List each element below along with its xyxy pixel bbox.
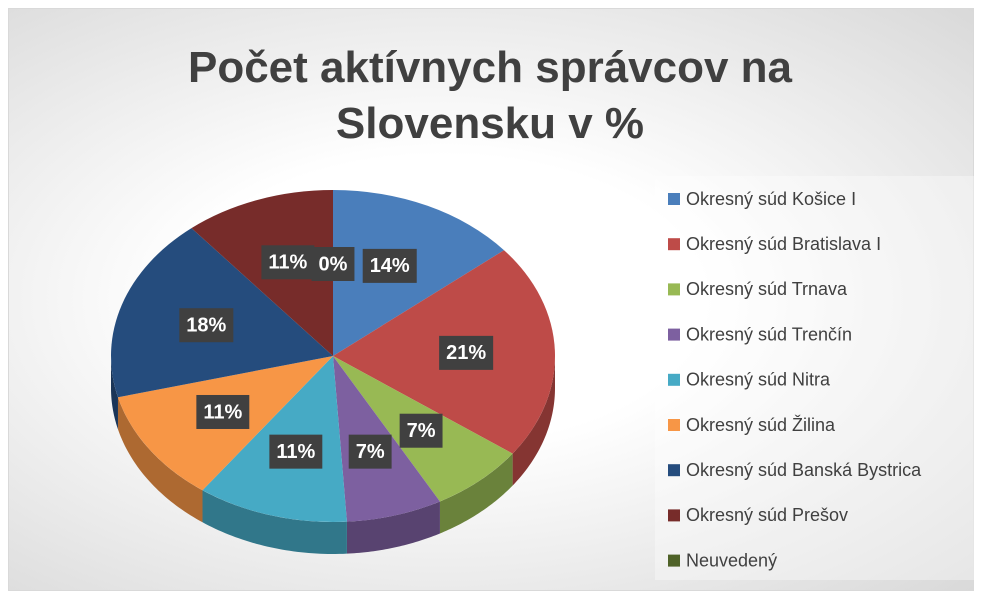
data-label-box bbox=[196, 394, 250, 429]
data-label-text: 11% bbox=[276, 441, 315, 463]
legend-swatch bbox=[668, 464, 680, 477]
data-label: 11% bbox=[261, 245, 315, 280]
chart-title: Počet aktívnych správcov na Slovensku v … bbox=[187, 43, 793, 148]
legend-swatch bbox=[668, 193, 680, 205]
data-label-text: 0% bbox=[319, 253, 348, 275]
pie-side bbox=[346, 501, 440, 554]
pie-side bbox=[439, 453, 513, 534]
legend-label: Okresný súd Banská Bystrica bbox=[686, 460, 922, 480]
legend-swatch bbox=[668, 238, 680, 251]
data-label: 7% bbox=[399, 413, 443, 448]
legend-label: Neuvedený bbox=[686, 550, 777, 570]
data-label-box bbox=[362, 248, 417, 283]
data-label: 11% bbox=[269, 434, 323, 469]
data-label-box bbox=[348, 434, 392, 469]
data-label-box bbox=[179, 308, 234, 343]
pie-side bbox=[512, 356, 555, 486]
data-label-text: 7% bbox=[407, 420, 436, 442]
data-label-text: 11% bbox=[268, 252, 307, 274]
legend-label: Okresný súd Trenčín bbox=[686, 324, 852, 344]
data-label-box bbox=[439, 335, 494, 370]
legend-swatch bbox=[668, 283, 680, 296]
data-label: 0% bbox=[311, 247, 355, 281]
data-label-text: 7% bbox=[356, 441, 385, 463]
pie-side bbox=[202, 490, 347, 554]
legend-label: Okresný súd Bratislava I bbox=[686, 234, 881, 254]
legend-label: Okresný súd Nitra bbox=[686, 370, 831, 390]
data-label: 11% bbox=[196, 394, 250, 429]
pie-side bbox=[117, 397, 203, 523]
legend-swatch bbox=[668, 373, 680, 386]
data-label-text: 21% bbox=[446, 342, 486, 364]
pie-side bbox=[111, 356, 118, 430]
legend-swatch bbox=[668, 509, 680, 522]
legend-box bbox=[655, 176, 977, 580]
data-label: 21% bbox=[439, 335, 494, 370]
data-label-box bbox=[311, 247, 355, 281]
data-label: 7% bbox=[348, 434, 392, 469]
legend-swatch bbox=[668, 419, 680, 431]
legend-label: Okresný súd Košice I bbox=[686, 189, 856, 209]
data-label-box bbox=[399, 413, 443, 448]
legend-label: Okresný súd Prešov bbox=[686, 505, 848, 525]
pie-slice bbox=[333, 190, 505, 356]
data-label: 14% bbox=[362, 248, 417, 283]
legend-swatch bbox=[668, 554, 680, 567]
data-label: 18% bbox=[179, 308, 234, 343]
data-label-text: 18% bbox=[186, 315, 226, 337]
data-label-box bbox=[269, 434, 323, 469]
legend-label: Okresný súd Trnava bbox=[686, 279, 848, 299]
data-label-box bbox=[261, 245, 315, 280]
data-label-text: 11% bbox=[203, 401, 242, 423]
legend-swatch bbox=[668, 328, 680, 341]
legend-label: Okresný súd Žilina bbox=[686, 415, 836, 435]
data-label-text: 14% bbox=[370, 255, 410, 277]
